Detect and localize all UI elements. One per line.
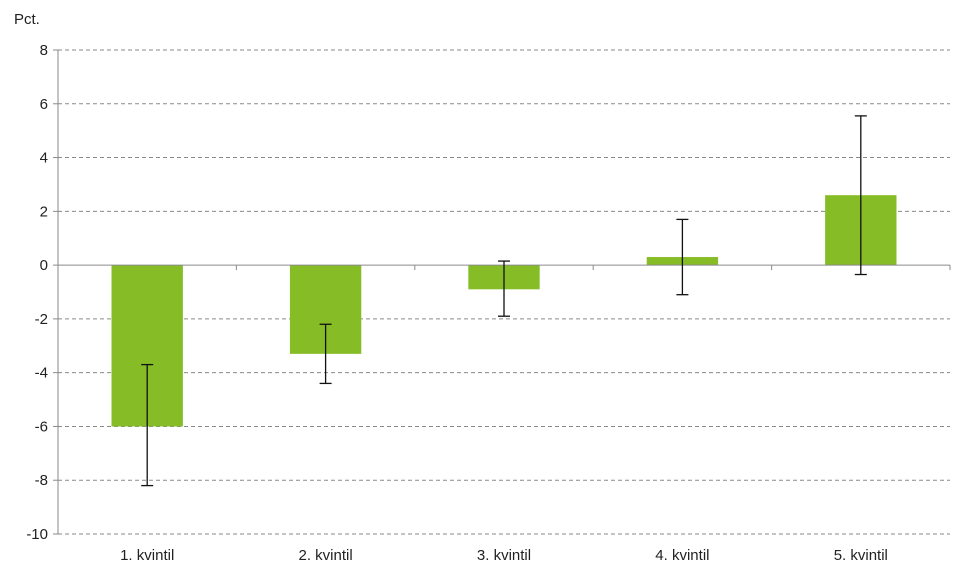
error-bars — [141, 115, 867, 487]
y-tick-label: -10 — [26, 526, 48, 543]
x-tick-label: 3. kvintil — [477, 547, 531, 564]
y-tick-labels: -10 -8 -6 -4 -2 0 2 4 6 8 — [26, 42, 48, 543]
y-tick-label: 8 — [40, 42, 48, 59]
x-tick-label: 2. kvintil — [299, 547, 353, 564]
y-tick-label: 0 — [40, 257, 48, 274]
y-tick-label: 2 — [40, 203, 48, 220]
y-tick-label: 4 — [40, 150, 48, 167]
x-tick-labels: 1. kvintil 2. kvintil 3. kvintil 4. kvintil… — [120, 547, 888, 564]
y-tick-label: 6 — [40, 96, 48, 113]
x-tick-label: 4. kvintil — [655, 547, 709, 564]
y-tick-label: -4 — [35, 365, 48, 382]
x-tick-label: 1. kvintil — [120, 547, 174, 564]
axes — [53, 49, 951, 535]
y-tick-label: -8 — [35, 472, 48, 489]
x-tick-label: 5. kvintil — [834, 547, 888, 564]
y-tick-label: -6 — [35, 418, 48, 435]
y-tick-label: -2 — [35, 311, 48, 328]
gridlines — [58, 49, 950, 535]
y-axis-label: Pct. — [14, 11, 40, 28]
